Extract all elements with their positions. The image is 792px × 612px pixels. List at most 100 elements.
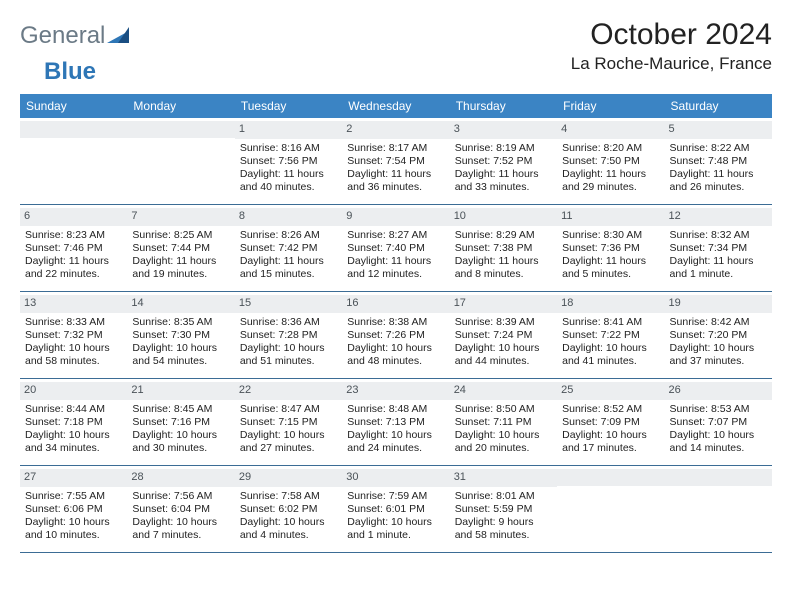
daylight1-text: Daylight: 10 hours — [347, 342, 444, 355]
sunrise-text: Sunrise: 8:45 AM — [132, 403, 229, 416]
day-number: 22 — [235, 382, 342, 400]
daylight1-text: Daylight: 11 hours — [670, 255, 767, 268]
dow-saturday: Saturday — [665, 94, 772, 118]
day-cell: 30Sunrise: 7:59 AMSunset: 6:01 PMDayligh… — [342, 466, 449, 552]
dow-thursday: Thursday — [450, 94, 557, 118]
daylight2-text: and 58 minutes. — [455, 529, 552, 542]
day-cell: 1Sunrise: 8:16 AMSunset: 7:56 PMDaylight… — [235, 118, 342, 204]
daylight1-text: Daylight: 9 hours — [455, 516, 552, 529]
sunrise-text: Sunrise: 8:35 AM — [132, 316, 229, 329]
day-cell: 2Sunrise: 8:17 AMSunset: 7:54 PMDaylight… — [342, 118, 449, 204]
sunset-text: Sunset: 7:48 PM — [670, 155, 767, 168]
day-number — [20, 121, 127, 138]
day-cell: 24Sunrise: 8:50 AMSunset: 7:11 PMDayligh… — [450, 379, 557, 465]
day-number: 3 — [450, 121, 557, 139]
sunrise-text: Sunrise: 7:55 AM — [25, 490, 122, 503]
sunrise-text: Sunrise: 8:39 AM — [455, 316, 552, 329]
day-number: 14 — [127, 295, 234, 313]
sunset-text: Sunset: 7:22 PM — [562, 329, 659, 342]
day-cell: 16Sunrise: 8:38 AMSunset: 7:26 PMDayligh… — [342, 292, 449, 378]
sunset-text: Sunset: 7:28 PM — [240, 329, 337, 342]
sunset-text: Sunset: 7:16 PM — [132, 416, 229, 429]
sunrise-text: Sunrise: 8:30 AM — [562, 229, 659, 242]
day-cell: 6Sunrise: 8:23 AMSunset: 7:46 PMDaylight… — [20, 205, 127, 291]
sunset-text: Sunset: 7:20 PM — [670, 329, 767, 342]
day-number: 11 — [557, 208, 664, 226]
day-cell — [557, 466, 664, 552]
day-cell: 28Sunrise: 7:56 AMSunset: 6:04 PMDayligh… — [127, 466, 234, 552]
daylight1-text: Daylight: 11 hours — [132, 255, 229, 268]
daylight1-text: Daylight: 10 hours — [347, 429, 444, 442]
daylight2-text: and 7 minutes. — [132, 529, 229, 542]
sunrise-text: Sunrise: 8:23 AM — [25, 229, 122, 242]
logo: General — [20, 22, 129, 50]
day-number: 20 — [20, 382, 127, 400]
day-number: 17 — [450, 295, 557, 313]
day-cell: 23Sunrise: 8:48 AMSunset: 7:13 PMDayligh… — [342, 379, 449, 465]
day-cell — [665, 466, 772, 552]
day-cell: 21Sunrise: 8:45 AMSunset: 7:16 PMDayligh… — [127, 379, 234, 465]
daylight1-text: Daylight: 11 hours — [347, 255, 444, 268]
week-row: 1Sunrise: 8:16 AMSunset: 7:56 PMDaylight… — [20, 118, 772, 205]
day-cell: 12Sunrise: 8:32 AMSunset: 7:34 PMDayligh… — [665, 205, 772, 291]
daylight1-text: Daylight: 11 hours — [562, 168, 659, 181]
day-cell: 11Sunrise: 8:30 AMSunset: 7:36 PMDayligh… — [557, 205, 664, 291]
day-number: 8 — [235, 208, 342, 226]
sunrise-text: Sunrise: 8:52 AM — [562, 403, 659, 416]
sunset-text: Sunset: 7:32 PM — [25, 329, 122, 342]
logo-text-blue: Blue — [44, 58, 96, 85]
day-number: 9 — [342, 208, 449, 226]
dow-wednesday: Wednesday — [342, 94, 449, 118]
daylight2-text: and 17 minutes. — [562, 442, 659, 455]
day-cell: 19Sunrise: 8:42 AMSunset: 7:20 PMDayligh… — [665, 292, 772, 378]
day-number: 6 — [20, 208, 127, 226]
week-row: 27Sunrise: 7:55 AMSunset: 6:06 PMDayligh… — [20, 466, 772, 553]
daylight2-text: and 30 minutes. — [132, 442, 229, 455]
day-number — [127, 121, 234, 138]
daylight1-text: Daylight: 10 hours — [347, 516, 444, 529]
day-number: 10 — [450, 208, 557, 226]
sunrise-text: Sunrise: 8:41 AM — [562, 316, 659, 329]
day-cell: 15Sunrise: 8:36 AMSunset: 7:28 PMDayligh… — [235, 292, 342, 378]
daylight2-text: and 10 minutes. — [25, 529, 122, 542]
daylight2-text: and 37 minutes. — [670, 355, 767, 368]
daylight2-text: and 54 minutes. — [132, 355, 229, 368]
sunrise-text: Sunrise: 8:29 AM — [455, 229, 552, 242]
daylight1-text: Daylight: 11 hours — [240, 168, 337, 181]
calendar-grid: Sunday Monday Tuesday Wednesday Thursday… — [20, 94, 772, 553]
day-number: 12 — [665, 208, 772, 226]
daylight1-text: Daylight: 10 hours — [562, 429, 659, 442]
day-cell: 4Sunrise: 8:20 AMSunset: 7:50 PMDaylight… — [557, 118, 664, 204]
sunrise-text: Sunrise: 7:59 AM — [347, 490, 444, 503]
daylight1-text: Daylight: 10 hours — [240, 342, 337, 355]
logo-text-gray: General — [20, 22, 105, 50]
sunrise-text: Sunrise: 8:47 AM — [240, 403, 337, 416]
daylight2-text: and 1 minute. — [347, 529, 444, 542]
sunset-text: Sunset: 6:01 PM — [347, 503, 444, 516]
day-number: 31 — [450, 469, 557, 487]
day-cell — [127, 118, 234, 204]
daylight1-text: Daylight: 11 hours — [240, 255, 337, 268]
sunrise-text: Sunrise: 8:38 AM — [347, 316, 444, 329]
sunset-text: Sunset: 7:50 PM — [562, 155, 659, 168]
week-row: 20Sunrise: 8:44 AMSunset: 7:18 PMDayligh… — [20, 379, 772, 466]
sunrise-text: Sunrise: 8:01 AM — [455, 490, 552, 503]
sunrise-text: Sunrise: 8:26 AM — [240, 229, 337, 242]
title-block: October 2024 La Roche-Maurice, France — [571, 18, 772, 74]
daylight2-text: and 1 minute. — [670, 268, 767, 281]
sunset-text: Sunset: 7:38 PM — [455, 242, 552, 255]
sunset-text: Sunset: 7:09 PM — [562, 416, 659, 429]
day-cell: 3Sunrise: 8:19 AMSunset: 7:52 PMDaylight… — [450, 118, 557, 204]
sunrise-text: Sunrise: 8:44 AM — [25, 403, 122, 416]
daylight1-text: Daylight: 10 hours — [562, 342, 659, 355]
day-cell: 22Sunrise: 8:47 AMSunset: 7:15 PMDayligh… — [235, 379, 342, 465]
sunrise-text: Sunrise: 8:20 AM — [562, 142, 659, 155]
daylight2-text: and 26 minutes. — [670, 181, 767, 194]
day-number: 24 — [450, 382, 557, 400]
daylight1-text: Daylight: 10 hours — [25, 516, 122, 529]
daylight2-text: and 27 minutes. — [240, 442, 337, 455]
sunset-text: Sunset: 7:46 PM — [25, 242, 122, 255]
day-number: 25 — [557, 382, 664, 400]
day-number — [557, 469, 664, 486]
daylight2-text: and 4 minutes. — [240, 529, 337, 542]
